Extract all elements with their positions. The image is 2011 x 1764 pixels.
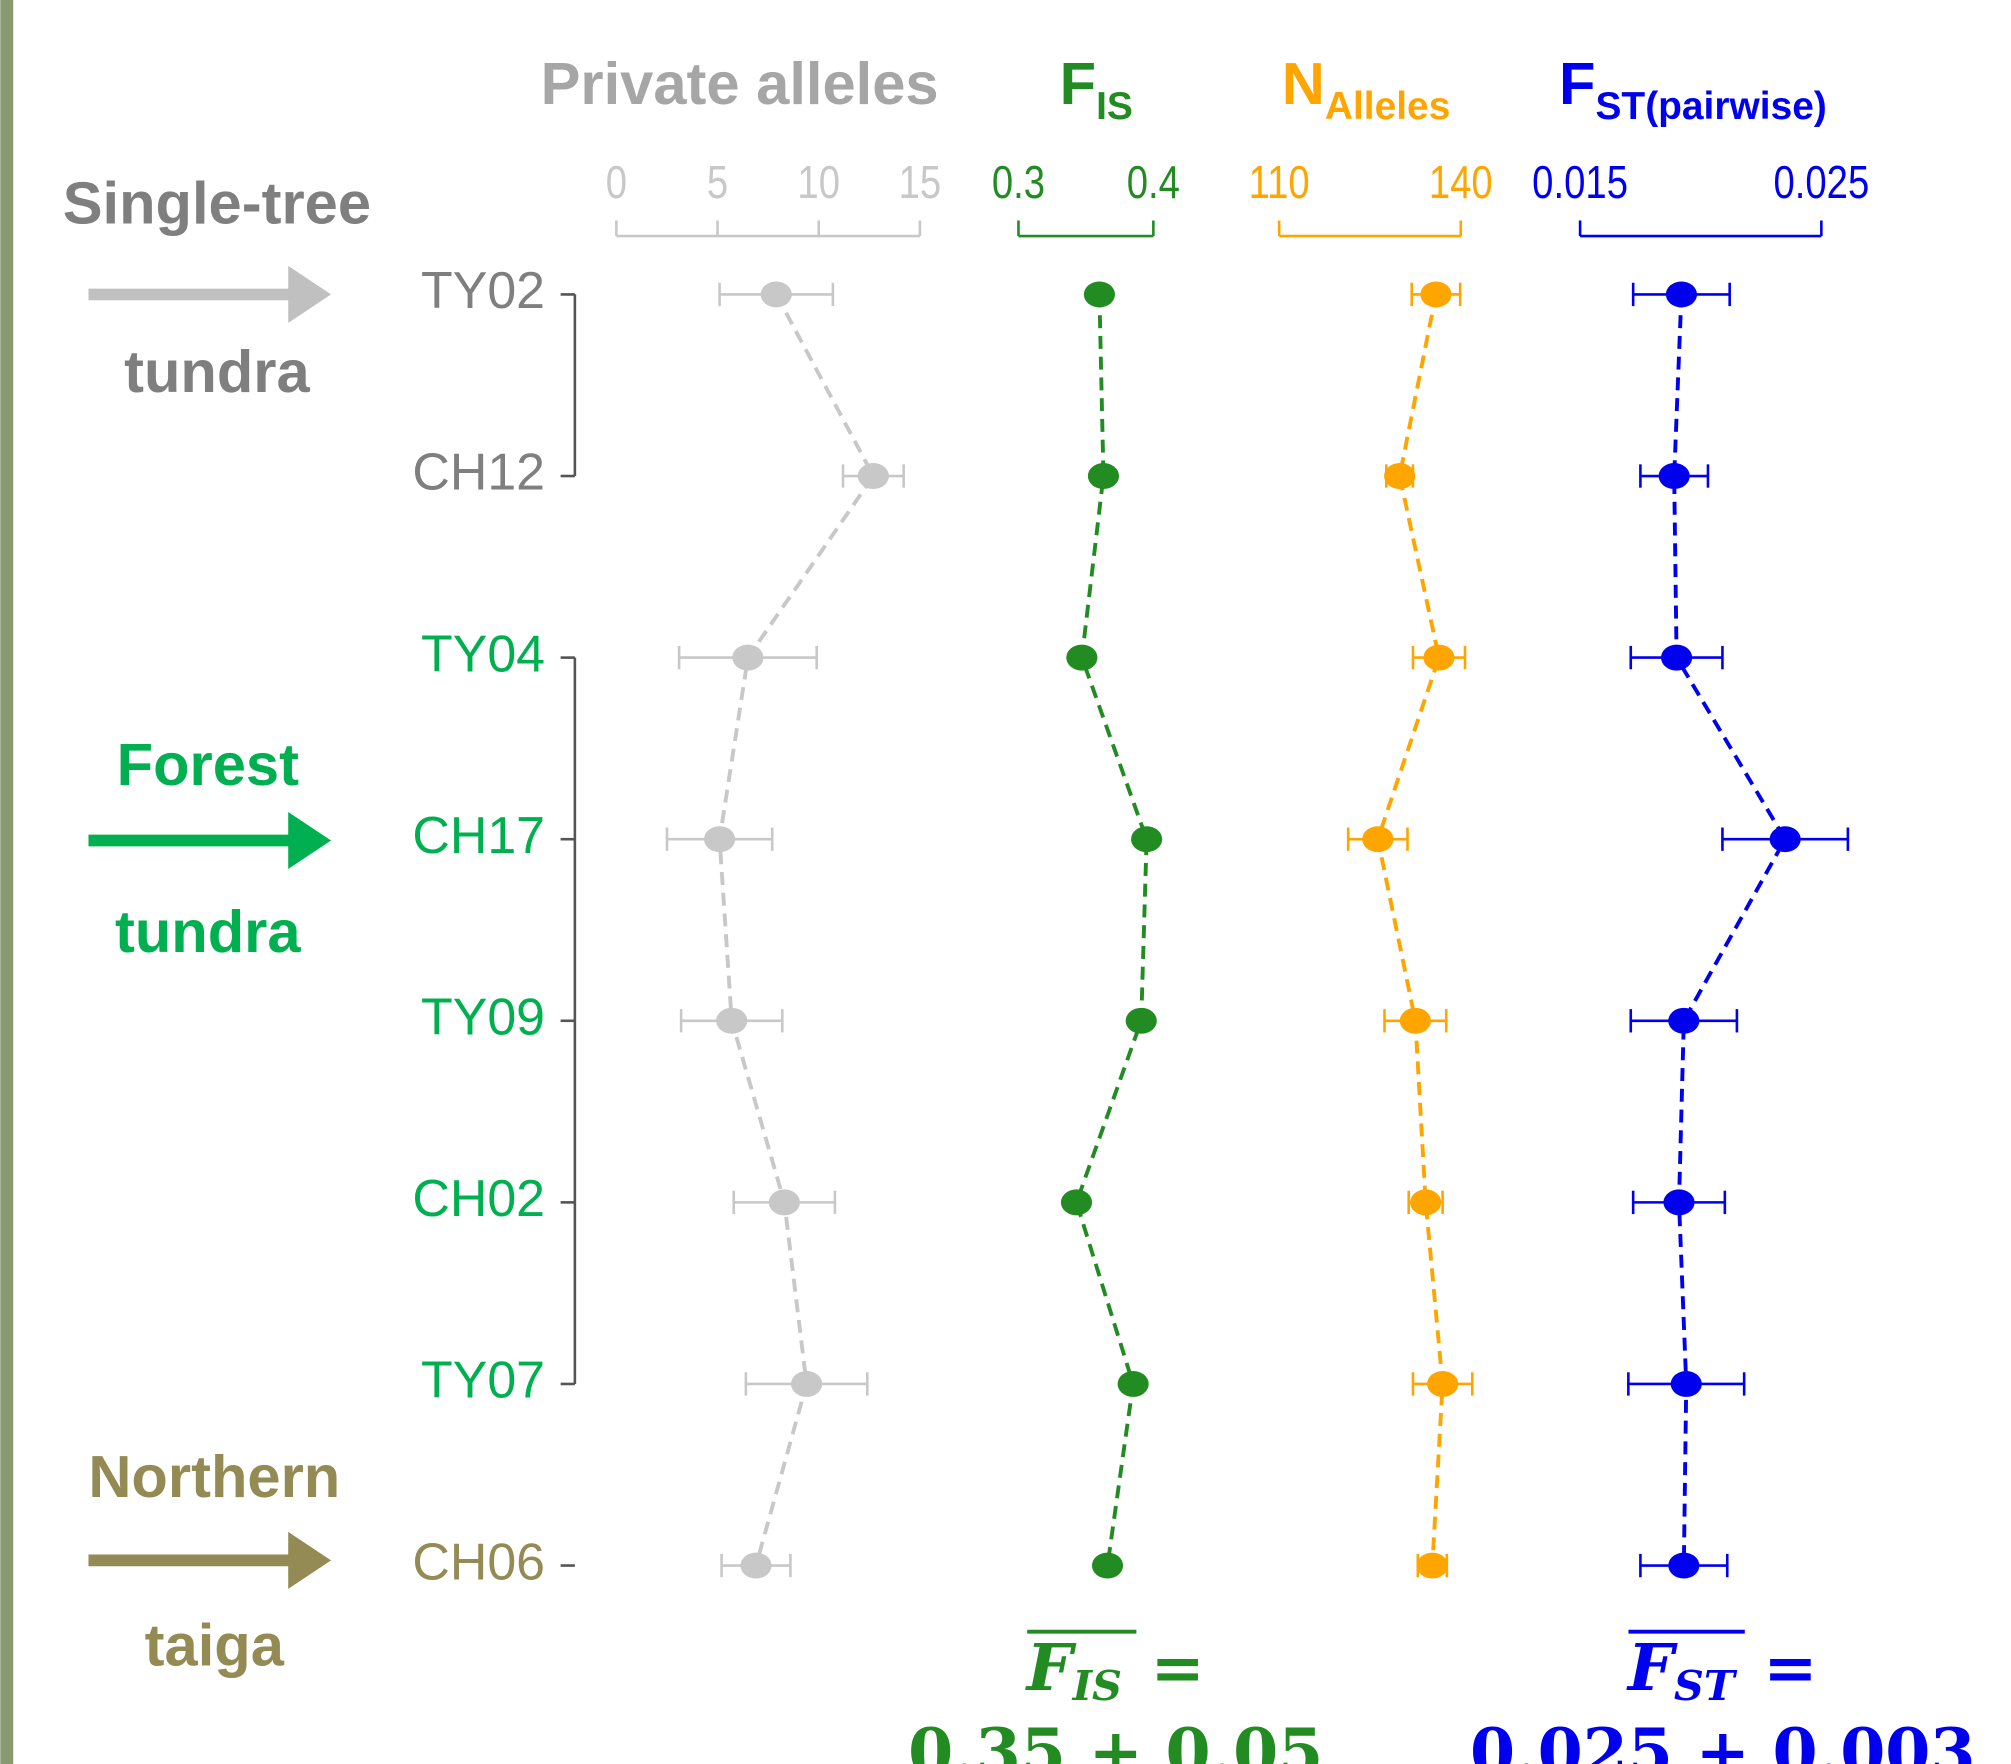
point [1384,463,1415,489]
point [1088,463,1119,489]
text-part: Alleles [1325,85,1450,128]
group-label: Single-tree [63,169,371,236]
text-part: ST(pairwise) [1595,85,1826,128]
point [1668,1008,1699,1034]
point [761,281,792,307]
mean-label: FIS = [1025,1630,1205,1709]
point [1770,826,1801,852]
category-label: CH06 [412,1532,545,1590]
chart: Single-tree tundra Forest tundra Northern tai… [0,0,2011,1764]
point [1084,281,1115,307]
group-sublabel: taiga [145,1612,285,1679]
point [1423,645,1454,671]
point [858,463,889,489]
point [716,1008,747,1034]
mean-value: 0.35 + 0.05 [908,1715,1323,1764]
category-label: CH12 [412,443,545,501]
panel-title: FST(pairwise) [1559,50,1827,128]
x-tick-label: 0.4 [1127,156,1180,208]
x-tick-label: 5 [707,156,728,208]
point [1659,463,1690,489]
point [1400,1008,1431,1034]
text-part: = [1763,1630,1817,1706]
x-tick-label: 0 [606,156,627,208]
point [1663,1189,1694,1215]
point [1362,826,1393,852]
panel-title: Private alleles [541,50,939,117]
text-part: = [1151,1630,1205,1706]
text-part: F [1626,1630,1678,1706]
point [740,1553,771,1579]
text-part: IS [1096,85,1133,128]
category-label: TY07 [421,1351,545,1409]
text-part: F [1060,50,1096,117]
point [1126,1008,1157,1034]
point [1410,1189,1441,1215]
point [1061,1189,1092,1215]
x-tick-label: 140 [1429,156,1493,208]
point [791,1371,822,1397]
panel-title: FIS [1060,50,1133,128]
text-part: N [1282,50,1325,117]
text-part: F [1025,1630,1077,1706]
x-tick-label: 15 [899,156,942,208]
group-sublabel: tundra [124,338,310,405]
point [1420,281,1451,307]
point [1666,281,1697,307]
category-label: TY09 [421,987,545,1045]
x-tick-label: 10 [797,156,840,208]
point [769,1189,800,1215]
photo-strip [0,0,13,1764]
point [1066,645,1097,671]
x-tick-label: 0.3 [992,156,1045,208]
group-label: Forest [117,731,299,798]
arrow-head [288,1532,331,1589]
page: Single-tree tundra Forest tundra Northern tai… [0,0,2011,1764]
mean-label: FST = [1626,1630,1818,1709]
text-part: F [1559,50,1595,117]
point [1671,1371,1702,1397]
text-part: IS [1072,1660,1122,1709]
point [1092,1553,1123,1579]
arrow-head [288,812,331,869]
point [1131,826,1162,852]
point [1668,1553,1699,1579]
group-label: Northern [88,1443,340,1510]
point [1118,1371,1149,1397]
point [1661,645,1692,671]
point [1417,1553,1448,1579]
mean-value: 0.025 + 0.003 [1470,1715,1976,1764]
text-part: Private alleles [541,50,939,117]
point [1427,1371,1458,1397]
category-label: TY04 [421,624,545,682]
x-tick-label: 0.015 [1532,156,1628,208]
arrow-head [288,266,331,323]
point [704,826,735,852]
category-label: CH02 [412,1169,545,1227]
x-tick-label: 0.025 [1773,156,1869,208]
group-sublabel: tundra [115,898,301,965]
category-label: TY02 [421,261,545,319]
panel-title: NAlleles [1282,50,1451,128]
text-part: ST [1674,1660,1738,1709]
category-label: CH17 [412,806,545,864]
point [732,645,763,671]
x-tick-label: 110 [1249,156,1310,208]
